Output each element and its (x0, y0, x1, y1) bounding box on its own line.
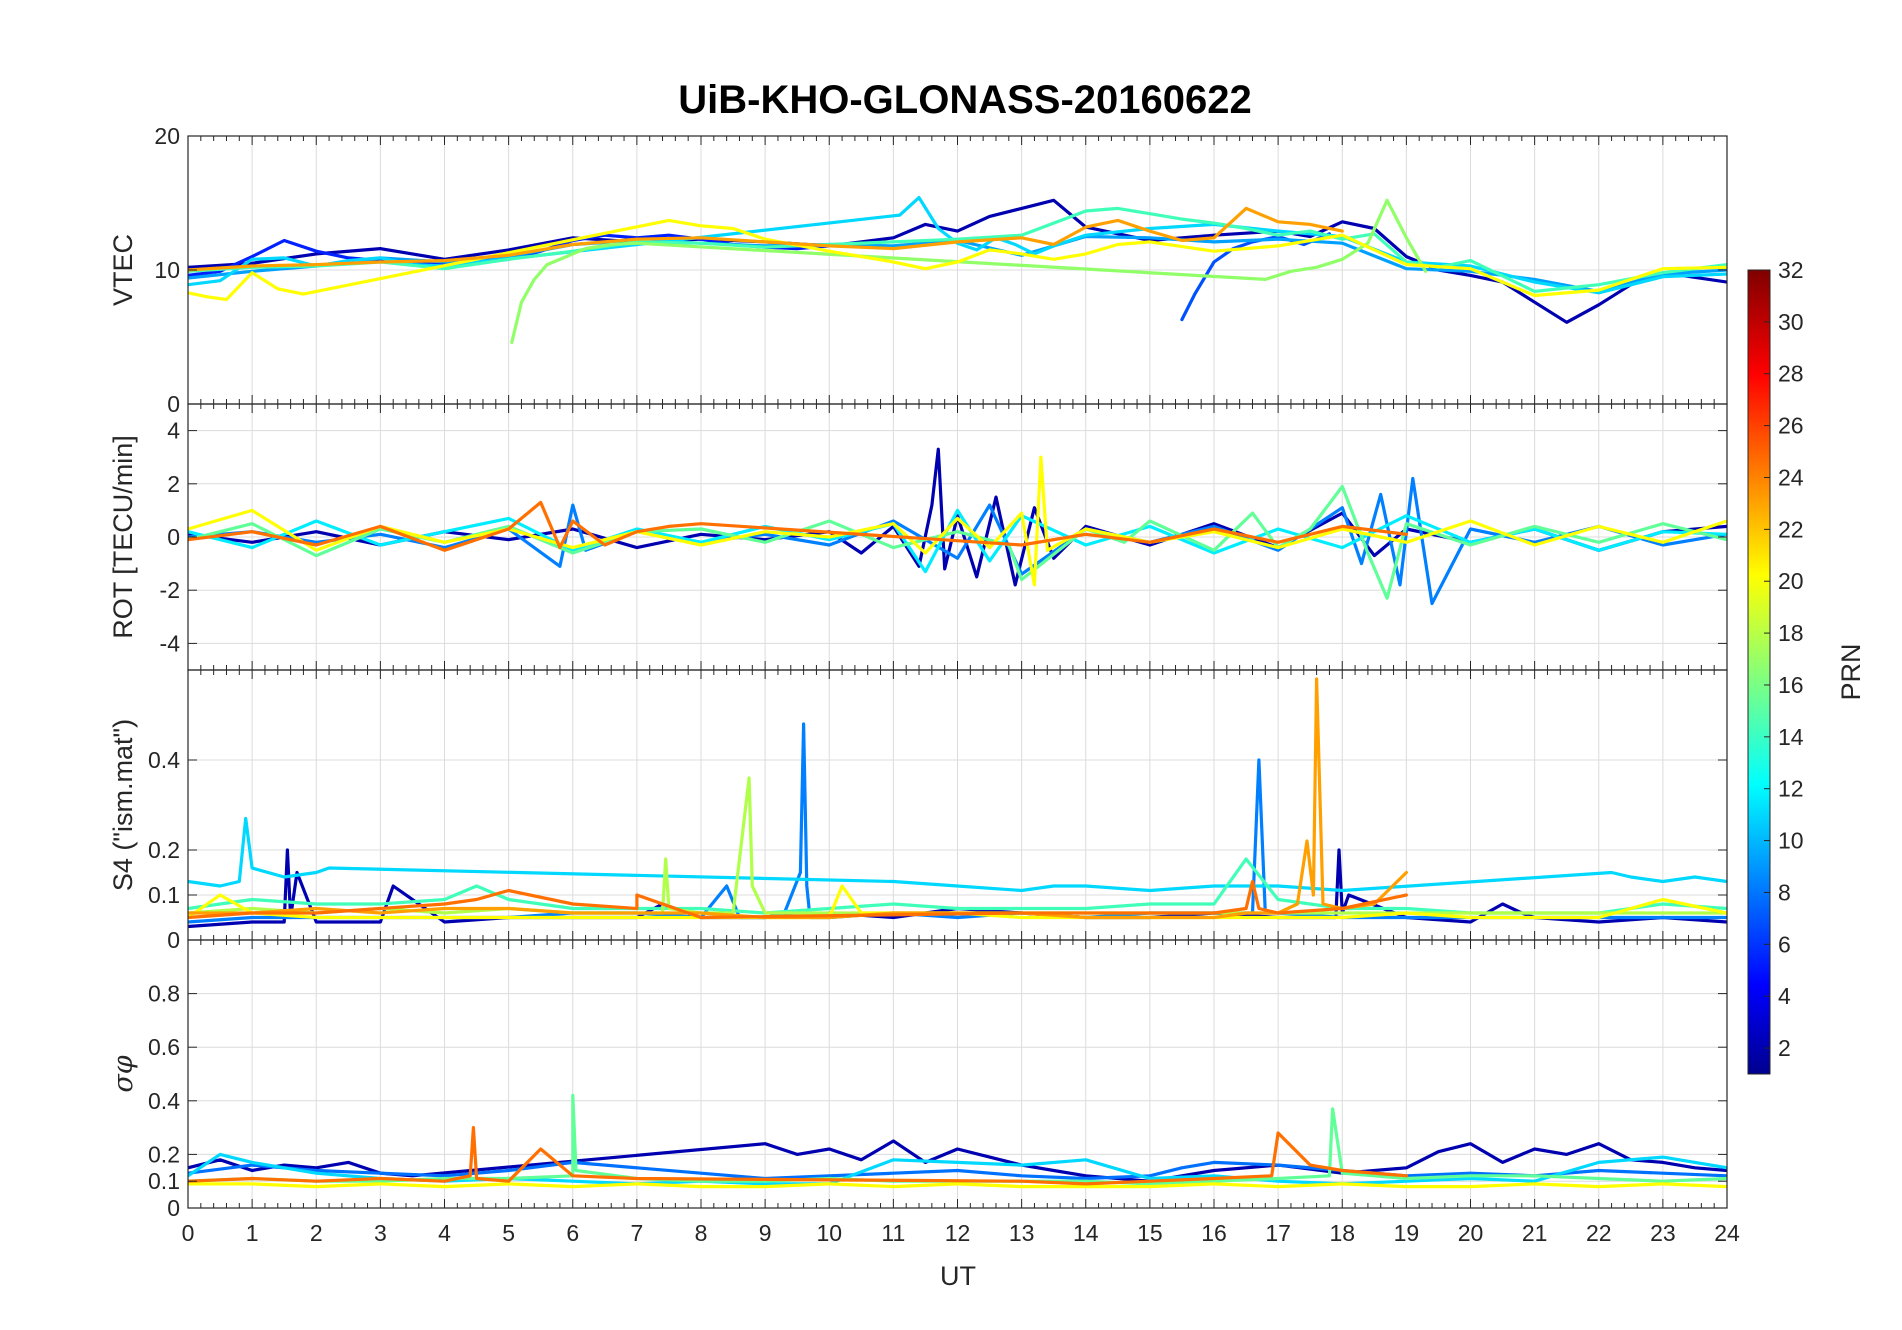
y-tick-label: 0 (167, 1195, 180, 1221)
y-tick-label: 0.8 (148, 981, 180, 1007)
colorbar-tick-label: 6 (1778, 931, 1791, 957)
series-prn-24 (188, 500, 1408, 552)
colorbar-tick-label: 26 (1778, 413, 1804, 439)
colorbar-tick-label: 32 (1778, 257, 1804, 283)
colorbar-tick-label: 20 (1778, 568, 1804, 594)
x-tick-label: 11 (881, 1220, 905, 1246)
panel-sigphi: 00.10.2 0.4 0.6 0.8 σφ (108, 939, 1728, 1221)
colorbar-label: PRN (1836, 643, 1866, 700)
series-prn-2 (188, 447, 1727, 587)
colorbar-tick-label: 8 (1778, 879, 1791, 905)
x-tick-label: 14 (1073, 1220, 1099, 1246)
x-tick-label: 15 (1137, 1220, 1163, 1246)
series-group-vtec (188, 196, 1727, 344)
x-tick-label: 16 (1201, 1220, 1227, 1246)
x-axis-label: UT (940, 1261, 976, 1291)
y-tick-label: 0.2 (148, 837, 180, 863)
x-tick-label: 4 (438, 1220, 451, 1246)
colorbar-tick-label: 14 (1778, 724, 1804, 750)
series-prn-20 (188, 218, 1727, 302)
y-tick-label: 0.4 (148, 747, 180, 773)
x-tick-label: 24 (1714, 1220, 1740, 1246)
y-axis-label-sigphi: σφ (108, 1055, 139, 1092)
y-tick-label: 0 (167, 391, 180, 417)
series-prn-12 (188, 1152, 1727, 1186)
x-tick-label: 3 (374, 1220, 387, 1246)
x-tick-label: 18 (1329, 1220, 1355, 1246)
y-tick-label: 20 (154, 123, 180, 149)
y-tick-label: -2 (160, 577, 180, 603)
y-tick-label: 10 (154, 257, 180, 283)
series-prn-17 (510, 198, 1428, 344)
x-tick-label: 9 (759, 1220, 772, 1246)
y-axis-label-vtec: VTEC (108, 234, 138, 306)
colorbar-tick-label: 12 (1778, 776, 1804, 802)
x-tick-label: 5 (502, 1220, 515, 1246)
colorbar-gradient (1747, 269, 1771, 1075)
colorbar-tick-label: 4 (1778, 983, 1791, 1009)
x-tick-label: 19 (1394, 1220, 1420, 1246)
x-tick-label: 17 (1265, 1220, 1291, 1246)
panel-rot: -4 -2 0 2 4 ROT [TECU/min] (108, 403, 1728, 671)
x-tick-label: 6 (566, 1220, 579, 1246)
colorbar-tick-label: 28 (1778, 361, 1804, 387)
panel-s4: 0 0.1 0.2 0.4 S4 ("ism.mat") (108, 669, 1728, 953)
x-tick-label: 21 (1522, 1220, 1548, 1246)
colorbar-tick-label: 24 (1778, 464, 1804, 490)
y-tick-label: 0 (167, 524, 180, 550)
x-tick-label: 22 (1586, 1220, 1612, 1246)
series-prn-12 (188, 816, 1727, 893)
series-prn-8 (188, 1160, 1727, 1181)
panel-vtec: 0 10 20 VTEC (108, 123, 1728, 417)
colorbar-tick-label: 16 (1778, 672, 1804, 698)
series-prn-23 (188, 206, 1344, 272)
y-tick-label: 0.2 (148, 1141, 180, 1167)
colorbar-tick-label: 22 (1778, 516, 1804, 542)
y-tick-label: -4 (160, 630, 181, 656)
x-tick-label: 1 (246, 1220, 259, 1246)
y-axis-label-s4: S4 ("ism.mat") (108, 719, 138, 891)
x-tick-label: 7 (630, 1220, 643, 1246)
grid-s4 (187, 670, 1728, 941)
colorbar-tick-label: 10 (1778, 828, 1804, 854)
x-tick-label: 12 (945, 1220, 971, 1246)
y-tick-label: 0.6 (148, 1034, 180, 1060)
grid-sigphi (187, 940, 1728, 1209)
colorbar-tick-label: 30 (1778, 309, 1804, 335)
y-tick-label: 0.4 (148, 1088, 180, 1114)
series-prn-2 (188, 198, 1727, 324)
series-prn-20 (188, 1182, 1727, 1189)
colorbar-tick-label: 18 (1778, 620, 1804, 646)
x-tick-label: 23 (1650, 1220, 1676, 1246)
x-tick-label: 2 (310, 1220, 323, 1246)
y-tick-label: 0.1 (148, 1168, 180, 1194)
y-tick-label: 4 (167, 418, 180, 444)
y-tick-label: 0.1 (148, 882, 180, 908)
y-tick-label: 0 (167, 927, 180, 953)
y-tick-label: 2 (167, 471, 180, 497)
y-axis-label-rot: ROT [TECU/min] (108, 435, 138, 639)
series-prn-24 (188, 879, 1408, 920)
x-tick-label: 13 (1009, 1220, 1035, 1246)
x-tick-label: 8 (695, 1220, 708, 1246)
series-group-rot (188, 447, 1727, 606)
series-prn-24 (188, 1126, 1408, 1186)
series-prn-2 (188, 1139, 1727, 1183)
colorbar-tick-label: 2 (1778, 1035, 1791, 1061)
x-tick-label: 0 (182, 1220, 195, 1246)
x-tick-label: 10 (816, 1220, 842, 1246)
x-tick-label: 20 (1458, 1220, 1484, 1246)
series-group-s4 (188, 677, 1727, 929)
chart-title: UiB-KHO-GLONASS-20160622 (678, 78, 1252, 122)
series-prn-13 (188, 508, 1727, 574)
series-group-sigphi (188, 1093, 1727, 1189)
